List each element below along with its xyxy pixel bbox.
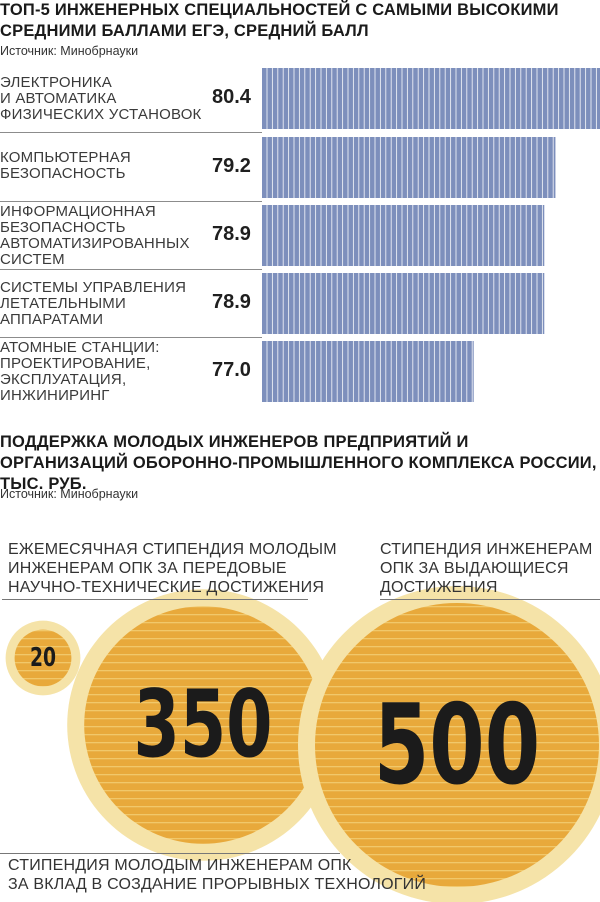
bubble bbox=[67, 589, 339, 861]
category-label: ЭЛЕКТРОНИКА И АВТОМАТИКА ФИЗИЧЕСКИХ УСТАНО… bbox=[0, 75, 205, 123]
bubble-value-label: 20 bbox=[30, 643, 56, 673]
category-label-line: ЛЕТАТЕЛЬНЫМИ bbox=[0, 295, 126, 312]
category-label-line: БЕЗОПАСНОСТЬ bbox=[0, 219, 126, 236]
category-label-line: ЭЛЕКТРОНИКА bbox=[0, 74, 112, 91]
value-label: 77.0 bbox=[212, 359, 251, 381]
caption-rule bbox=[380, 599, 600, 600]
category-label: ИНФОРМАЦИОННАЯ БЕЗОПАСНОСТЬ АВТОМАТИЗИРОВА… bbox=[0, 204, 205, 268]
bubble-caption: ЕЖЕМЕСЯЧНАЯ СТИПЕНДИЯ МОЛОДЫМ ИНЖЕНЕРАМ О… bbox=[8, 540, 337, 597]
category-label-line: ИНЖИНИРИНГ bbox=[0, 387, 110, 404]
value-label: 79.2 bbox=[212, 155, 251, 177]
bubble-caption-line: ЕЖЕМЕСЯЧНАЯ СТИПЕНДИЯ МОЛОДЫМ bbox=[8, 541, 337, 558]
row-separator bbox=[0, 269, 262, 270]
chart2-title: ПОДДЕРЖКА МОЛОДЫХ ИНЖЕНЕРОВ ПРЕДПРИЯТИЙ … bbox=[0, 433, 597, 493]
bubble-value-label: 350 bbox=[133, 671, 272, 779]
category-label-line: ЭКСПЛУАТАЦИЯ, bbox=[0, 371, 127, 388]
bubble-caption-line: СТИПЕНДИЯ ИНЖЕНЕРАМ bbox=[380, 541, 593, 558]
value-label: 78.9 bbox=[212, 223, 251, 245]
bubble-caption-line: ИНЖЕНЕРАМ ОПК ЗА ПЕРЕДОВЫЕ bbox=[8, 560, 287, 577]
category-label-line: БЕЗОПАСНОСТЬ bbox=[0, 165, 126, 182]
bar bbox=[262, 68, 600, 129]
category-label: КОМПЬЮТЕРНАЯ БЕЗОПАСНОСТЬ bbox=[0, 150, 205, 182]
bubble-caption-line: НАУЧНО-ТЕХНИЧЕСКИЕ ДОСТИЖЕНИЯ bbox=[8, 579, 325, 596]
category-label-line: КОМПЬЮТЕРНАЯ bbox=[0, 149, 131, 166]
caption-rule bbox=[0, 853, 340, 854]
value-label: 80.4 bbox=[212, 86, 251, 108]
category-label-line: И АВТОМАТИКА bbox=[0, 90, 117, 107]
category-label-line: ФИЗИЧЕСКИХ УСТАНОВОК bbox=[0, 106, 202, 123]
chart1-title: ТОП-5 ИНЖЕНЕРНЫХ СПЕЦИАЛЬНОСТЕЙ С САМЫМИ… bbox=[0, 1, 559, 40]
caption-rule bbox=[2, 599, 308, 600]
bubble-caption-line: ЗА ВКЛАД В СОЗДАНИЕ ПРОРЫВНЫХ ТЕХНОЛОГИЙ bbox=[8, 876, 427, 893]
category-label-line: АТОМНЫЕ СТАНЦИИ: bbox=[0, 339, 160, 356]
row-separator bbox=[0, 132, 262, 133]
category-label-line: ПРОЕКТИРОВАНИЕ, bbox=[0, 355, 151, 372]
value-label: 78.9 bbox=[212, 291, 251, 313]
row-separator bbox=[0, 337, 262, 338]
bar bbox=[262, 205, 545, 266]
bar bbox=[262, 137, 556, 198]
bubble bbox=[298, 586, 600, 902]
category-label-line: СИСТЕМЫ УПРАВЛЕНИЯ bbox=[0, 279, 187, 296]
chart1-source: Источник: Минобрнауки bbox=[0, 44, 139, 58]
bubble-value-label: 500 bbox=[374, 681, 540, 810]
bubble bbox=[5, 620, 81, 696]
chart2-source: Источник: Минобрнауки bbox=[0, 487, 139, 501]
bar bbox=[262, 273, 545, 334]
bubble-caption: СТИПЕНДИЯ ИНЖЕНЕРАМ ОПК ЗА ВЫДАЮЩИЕСЯ ДОСТ… bbox=[380, 540, 593, 597]
bubble-caption-line: ДОСТИЖЕНИЯ bbox=[380, 579, 498, 596]
category-label-line: АППАРАТАМИ bbox=[0, 311, 104, 328]
row-separator bbox=[0, 201, 262, 202]
bubble-caption-line: СТИПЕНДИЯ МОЛОДЫМ ИНЖЕНЕРАМ ОПК bbox=[8, 857, 352, 874]
category-label-line: ИНФОРМАЦИОННАЯ bbox=[0, 203, 156, 220]
bubble-caption: СТИПЕНДИЯ МОЛОДЫМ ИНЖЕНЕРАМ ОПК ЗА ВКЛАД … bbox=[8, 856, 426, 894]
category-label-line: СИСТЕМ bbox=[0, 251, 65, 268]
bar bbox=[262, 341, 474, 402]
bubble-caption-line: ОПК ЗА ВЫДАЮЩИЕСЯ bbox=[380, 560, 569, 577]
category-label: АТОМНЫЕ СТАНЦИИ: ПРОЕКТИРОВАНИЕ, ЭКСПЛУАТА… bbox=[0, 340, 205, 404]
category-label: СИСТЕМЫ УПРАВЛЕНИЯ ЛЕТАТЕЛЬНЫМИ АППАРАТАМИ bbox=[0, 280, 205, 328]
category-label-line: АВТОМАТИЗИРОВАННЫХ bbox=[0, 235, 190, 252]
bars-svg bbox=[262, 68, 600, 402]
